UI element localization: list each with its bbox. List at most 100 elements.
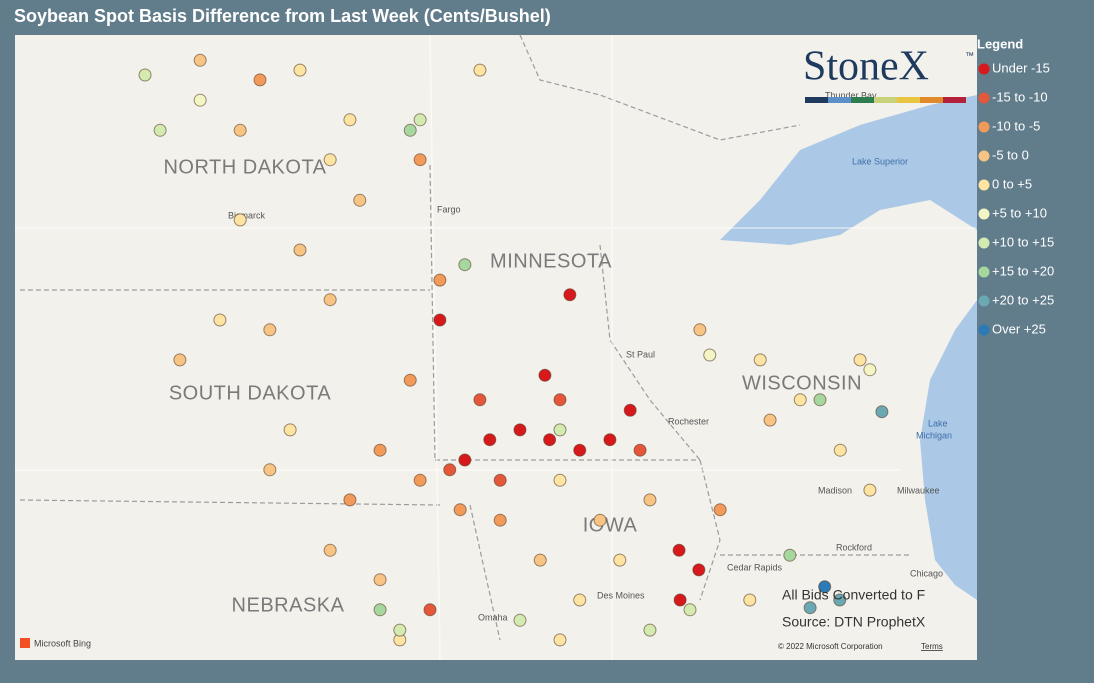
city-label: Bismarck bbox=[228, 210, 266, 220]
logo-stripe bbox=[805, 97, 828, 103]
bid-point bbox=[293, 243, 307, 257]
bid-point bbox=[433, 273, 447, 287]
city-label: Thunder Bay bbox=[825, 90, 877, 100]
bid-point bbox=[403, 373, 417, 387]
legend-label: 0 to +5 bbox=[992, 176, 1032, 191]
bid-point bbox=[263, 463, 277, 477]
bid-point bbox=[458, 258, 472, 272]
bid-point bbox=[413, 113, 427, 127]
bid-point bbox=[493, 473, 507, 487]
city-label: Des Moines bbox=[597, 590, 645, 600]
bid-point bbox=[353, 193, 367, 207]
bid-point bbox=[323, 153, 337, 167]
bid-point bbox=[483, 433, 497, 447]
bid-point bbox=[233, 213, 247, 227]
bid-point bbox=[323, 543, 337, 557]
bid-point bbox=[193, 93, 207, 107]
legend-label: -10 to -5 bbox=[992, 118, 1040, 133]
legend-swatch bbox=[978, 63, 990, 75]
bid-point bbox=[703, 348, 717, 362]
bid-point bbox=[573, 443, 587, 457]
bid-point bbox=[853, 353, 867, 367]
logo-bar bbox=[805, 97, 966, 103]
bing-logo bbox=[20, 638, 30, 648]
bid-point bbox=[173, 353, 187, 367]
city-label: St Paul bbox=[626, 349, 655, 359]
bid-point bbox=[343, 113, 357, 127]
legend-label: Under -15 bbox=[992, 60, 1050, 75]
bid-point bbox=[283, 423, 297, 437]
points bbox=[138, 53, 889, 647]
bid-point bbox=[458, 453, 472, 467]
bid-point bbox=[623, 403, 637, 417]
bid-point bbox=[818, 580, 832, 594]
state-label: WISCONSIN bbox=[742, 372, 862, 394]
bid-point bbox=[403, 123, 417, 137]
state-borders bbox=[19, 34, 910, 641]
bid-point bbox=[803, 601, 817, 615]
logo-stripe bbox=[920, 97, 943, 103]
bid-point bbox=[673, 593, 687, 607]
bid-point bbox=[743, 593, 757, 607]
state-label: NEBRASKA bbox=[232, 594, 345, 616]
bid-point bbox=[553, 393, 567, 407]
bid-point bbox=[633, 443, 647, 457]
bid-point bbox=[453, 503, 467, 517]
note: All Bids Converted to F bbox=[782, 587, 925, 603]
legend-label: Over +25 bbox=[992, 321, 1046, 336]
bid-point bbox=[153, 123, 167, 137]
bid-point bbox=[683, 603, 697, 617]
bid-point bbox=[413, 473, 427, 487]
legend-label: -15 to -10 bbox=[992, 89, 1048, 104]
legend-label: +5 to +10 bbox=[992, 205, 1047, 220]
bid-point bbox=[553, 633, 567, 647]
city-label: Rockford bbox=[836, 542, 872, 552]
bid-point bbox=[373, 603, 387, 617]
bid-point bbox=[533, 553, 547, 567]
bid-point bbox=[538, 368, 552, 382]
legend-swatch bbox=[978, 266, 990, 278]
city-label: Cedar Rapids bbox=[727, 562, 783, 572]
legend-swatch bbox=[978, 208, 990, 220]
lake-label: Lake Superior bbox=[852, 156, 908, 166]
bid-point bbox=[393, 623, 407, 637]
legend-label: -5 to 0 bbox=[992, 147, 1029, 162]
city-label: Madison bbox=[818, 485, 852, 495]
bid-point bbox=[563, 288, 577, 302]
note: Source: DTN ProphetX bbox=[782, 614, 926, 630]
logo-stripe bbox=[897, 97, 920, 103]
lake-superior bbox=[720, 95, 977, 245]
bid-point bbox=[373, 573, 387, 587]
bid-point bbox=[692, 563, 706, 577]
state-label: NORTH DAKOTA bbox=[163, 156, 326, 178]
bid-point bbox=[543, 433, 557, 447]
copyright: © 2022 Microsoft Corporation bbox=[778, 642, 883, 651]
legend-swatch bbox=[978, 237, 990, 249]
bid-point bbox=[713, 503, 727, 517]
state-label: IOWA bbox=[583, 514, 638, 536]
bid-point bbox=[553, 423, 567, 437]
bing-label: Microsoft Bing bbox=[34, 638, 91, 648]
bid-point bbox=[672, 543, 686, 557]
bid-point bbox=[513, 613, 527, 627]
state-label: MINNESOTA bbox=[490, 250, 612, 272]
legend-label: +10 to +15 bbox=[992, 234, 1054, 249]
state-label: SOUTH DAKOTA bbox=[169, 382, 331, 404]
bid-point bbox=[413, 153, 427, 167]
bid-point bbox=[493, 513, 507, 527]
legend-label: +20 to +25 bbox=[992, 292, 1054, 307]
bid-point bbox=[643, 623, 657, 637]
terms-link[interactable]: Terms bbox=[921, 642, 943, 651]
bid-point bbox=[443, 463, 457, 477]
bid-point bbox=[613, 553, 627, 567]
bid-point bbox=[293, 63, 307, 77]
legend-swatch bbox=[978, 150, 990, 162]
logo-mark: ™ bbox=[965, 50, 974, 60]
logo: StoneX bbox=[803, 44, 929, 90]
bid-point bbox=[573, 593, 587, 607]
bid-point bbox=[693, 323, 707, 337]
legend-swatch bbox=[978, 92, 990, 104]
bid-point bbox=[138, 68, 152, 82]
